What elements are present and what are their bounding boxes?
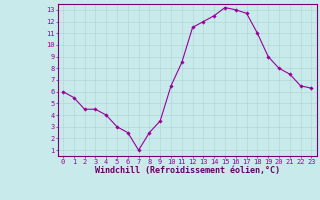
X-axis label: Windchill (Refroidissement éolien,°C): Windchill (Refroidissement éolien,°C) — [95, 166, 280, 175]
